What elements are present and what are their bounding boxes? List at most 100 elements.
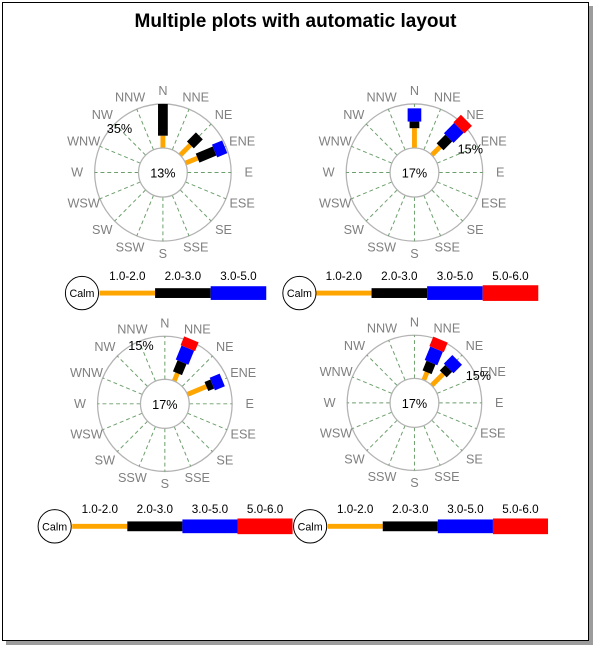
grid-radial-line <box>365 189 398 222</box>
grid-radial-line <box>171 194 190 237</box>
compass-label-ne: NE <box>215 108 233 122</box>
legend-segment <box>127 521 183 532</box>
grid-radial-line <box>185 181 227 200</box>
grid-radial-line <box>387 108 406 151</box>
grid-radial-line <box>138 426 156 467</box>
legend-segment <box>237 518 293 535</box>
legend-bottom-right: 1.0-2.0 2.0-3.0 3.0-5.0 5.0-6.0 Calm <box>293 503 549 544</box>
wind-petal-segment <box>436 134 453 151</box>
compass-label-ne: NE <box>466 339 484 353</box>
windrose-inner-circle <box>389 147 440 198</box>
wind-petal-ene <box>184 140 228 166</box>
compass-label-se: SE <box>467 223 484 237</box>
compass-label-wnw: WNW <box>67 134 100 148</box>
grid-radial-line <box>366 419 398 452</box>
grid-radial-line <box>423 425 441 466</box>
legend-segment <box>437 519 493 534</box>
grid-radial-line <box>136 108 155 151</box>
center-percent-label: 13% <box>150 167 175 181</box>
compass-label-ese: ESE <box>230 197 255 211</box>
wind-petal-segment <box>412 128 417 149</box>
compass-label-sse: SSE <box>434 470 459 484</box>
compass-label-e: E <box>244 166 252 180</box>
scale-percent-label: 15% <box>128 339 153 353</box>
compass-label-sw: SW <box>92 223 112 237</box>
wind-petal-ene <box>186 373 225 397</box>
center-percent-label: 17% <box>402 167 427 181</box>
wind-petal-segment <box>175 345 195 365</box>
center-percent-label: 17% <box>402 397 427 411</box>
wind-petal-segment <box>439 364 453 378</box>
legend-segment-label: 3.0-5.0 <box>437 270 474 283</box>
grid-radial-line <box>116 420 148 452</box>
grid-radial-line <box>423 108 442 151</box>
grid-radial-line <box>366 354 398 386</box>
compass-label-n: N <box>158 84 167 98</box>
compass-label-sw: SW <box>344 223 364 237</box>
compass-label-nnw: NNW <box>366 90 396 104</box>
compass-label-sw: SW <box>95 454 115 468</box>
wind-petal-ne <box>429 114 472 157</box>
calm-label: Calm <box>42 521 67 533</box>
wind-petal-segment <box>195 146 217 163</box>
grid-radial-line <box>388 340 406 381</box>
calm-circle <box>64 275 100 311</box>
wind-petal-segment <box>184 155 199 166</box>
wind-petal-segment <box>209 373 225 391</box>
chart-title: Multiple plots with automatic layout <box>134 11 457 32</box>
wind-petal-segment <box>429 145 442 157</box>
wind-petal-segment <box>424 346 443 366</box>
legend-segment-label: 3.0-5.0 <box>447 503 484 516</box>
grid-radial-line <box>187 412 228 431</box>
compass-label-ene: ENE <box>481 134 507 148</box>
legend-segment <box>371 288 428 298</box>
compass-label-se: SE <box>216 454 233 468</box>
compass-label-ese: ESE <box>231 428 256 442</box>
grid-radial-line <box>351 145 393 164</box>
windrose-inner-circle <box>137 147 188 198</box>
grid-radial-line <box>436 376 477 394</box>
compass-label-nnw: NNW <box>367 322 397 336</box>
calm-circle <box>37 509 72 544</box>
compass-label-w: W <box>71 166 83 180</box>
compass-label-wsw: WSW <box>319 197 351 211</box>
wind-petal-segment <box>429 372 445 388</box>
legend-segment <box>382 521 438 532</box>
legend-segment <box>99 290 156 296</box>
calm-circle <box>282 275 317 311</box>
scale-percent-label: 15% <box>466 369 491 383</box>
compass-label-nne: NNE <box>434 90 461 104</box>
grid-radial-line <box>436 181 478 200</box>
legend-segment-label: 1.0-2.0 <box>82 503 119 516</box>
grid-radial-line <box>423 194 442 237</box>
grid-radial-line <box>431 189 464 222</box>
wind-petal-n <box>407 108 422 149</box>
wind-petal-segment <box>421 371 430 382</box>
compass-label-n: N <box>160 316 169 330</box>
grid-radial-line <box>365 123 398 156</box>
legend-segment <box>72 523 128 529</box>
grid-radial-line <box>352 411 393 430</box>
wind-petal-segment <box>443 122 464 143</box>
compass-label-ene: ENE <box>230 366 256 380</box>
calm-label: Calm <box>287 288 312 300</box>
legend-segment <box>492 518 549 535</box>
wind-petal-segment <box>186 132 203 149</box>
compass-label-nw: NW <box>343 108 364 122</box>
chart-frame: Multiple plots with automatic layout 13%… <box>2 2 589 641</box>
grid-radial-line <box>136 194 155 237</box>
wind-petal-segment <box>422 360 436 375</box>
wind-petal-segment <box>178 143 193 157</box>
compass-label-ssw: SSW <box>116 241 145 255</box>
compass-label-nw: NW <box>344 339 365 353</box>
legend-top-left: 1.0-2.0 2.0-3.0 3.0-5.0 Calm <box>64 270 267 311</box>
compass-label-sse: SSE <box>435 241 460 255</box>
compass-label-e: E <box>496 166 504 180</box>
compass-label-wsw: WSW <box>320 427 352 441</box>
wind-petal-segment <box>180 336 199 352</box>
wind-petal-nne <box>171 336 199 383</box>
compass-label-ene: ENE <box>480 365 506 379</box>
compass-label-wsw: WSW <box>67 197 99 211</box>
